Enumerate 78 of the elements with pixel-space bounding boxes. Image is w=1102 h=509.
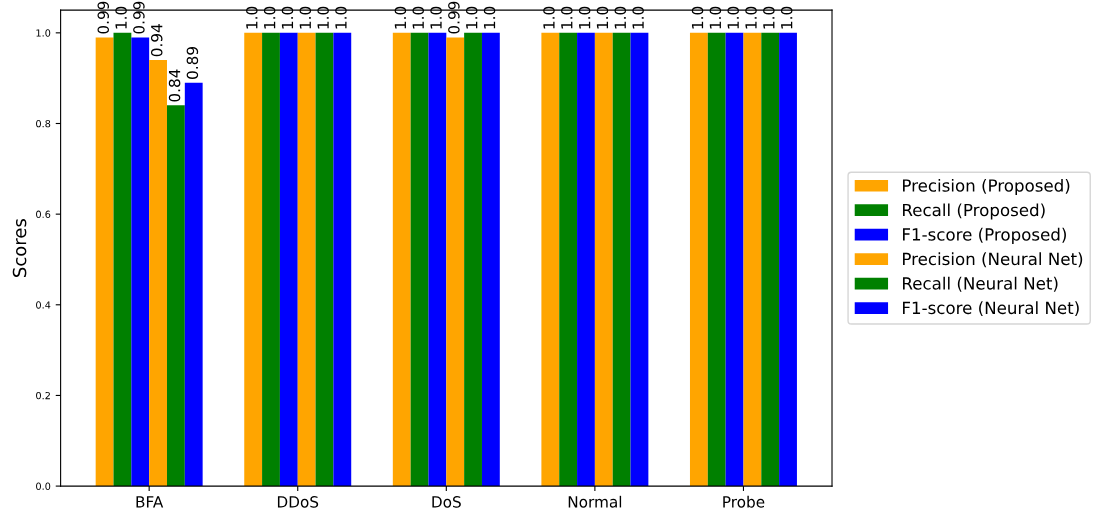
bar [630, 32, 649, 487]
data-label: 1.0 [745, 6, 757, 29]
bar [184, 82, 203, 487]
data-label: 1.0 [561, 6, 573, 29]
data-label: 0.99 [133, 1, 145, 34]
data-label: 1.0 [614, 6, 627, 29]
bar [541, 32, 560, 487]
y-tick-label: 1.0 [36, 29, 51, 37]
data-label: 1.0 [394, 6, 407, 29]
bar [594, 32, 613, 487]
bar [707, 32, 726, 487]
x-tick-label: Probe [723, 495, 765, 508]
legend-label: F1-score (Proposed) [903, 227, 1066, 244]
bar [689, 32, 708, 487]
data-label: 1.0 [483, 6, 496, 29]
data-label: 1.0 [299, 6, 312, 29]
data-label: 1.0 [430, 6, 442, 29]
bar [149, 60, 167, 487]
legend-label: Recall (Neural Net) [903, 276, 1058, 292]
x-tick-label: BFA [136, 496, 164, 508]
bar [464, 32, 482, 487]
bar [446, 37, 465, 487]
bar [131, 37, 150, 487]
data-label: 1.0 [632, 6, 644, 29]
bar [761, 32, 780, 487]
bar [333, 32, 352, 487]
bar [559, 32, 578, 487]
legend-label: Precision (Neural Net) [903, 252, 1083, 268]
x-tick-label: DDoS [277, 496, 319, 508]
data-label: 1.0 [335, 6, 347, 29]
bar [262, 32, 280, 487]
bar [743, 32, 762, 487]
data-label: 0.99 [448, 1, 460, 34]
data-label: 1.0 [412, 6, 424, 29]
data-label: 1.0 [780, 6, 793, 29]
data-label: 0.84 [168, 69, 181, 102]
y-tick-label: 0.0 [36, 482, 51, 490]
y-tick-label: 0.8 [36, 119, 51, 128]
bar [315, 32, 334, 487]
y-tick-label: 0.4 [36, 301, 51, 309]
x-tick-label: DoS [432, 496, 461, 508]
bar [725, 32, 744, 487]
bar [410, 32, 429, 487]
data-label: 0.99 [97, 1, 110, 34]
data-label: 1.0 [246, 6, 258, 29]
x-tick-label: Normal [568, 495, 622, 508]
data-label: 1.0 [543, 6, 555, 29]
legend-label: Recall (Proposed) [903, 203, 1045, 220]
data-label: 1.0 [727, 6, 739, 29]
bar [244, 32, 263, 487]
data-label: 1.0 [465, 6, 478, 29]
bar [392, 32, 411, 487]
data-label: 0.94 [150, 24, 163, 57]
y-tick-label: 0.6 [36, 210, 51, 218]
bar [577, 32, 595, 487]
data-label: 1.0 [115, 6, 127, 29]
legend-label: Precision (Proposed) [903, 178, 1070, 196]
bar [428, 32, 447, 487]
bar [297, 32, 316, 487]
data-label: 1.0 [596, 6, 609, 29]
y-tick-label: 0.2 [36, 391, 50, 400]
bar [279, 32, 298, 487]
bar [481, 32, 500, 487]
bar [166, 105, 185, 487]
data-label: 1.0 [263, 6, 276, 29]
data-label: 1.0 [691, 6, 704, 29]
y-axis-title: Scores [12, 219, 27, 277]
data-label: 1.0 [709, 6, 722, 29]
data-label: 0.89 [186, 46, 199, 79]
legend-label: F1-score (Neural Net) [903, 301, 1079, 317]
bar [113, 32, 132, 487]
data-label: 1.0 [281, 6, 294, 29]
bar [779, 32, 797, 487]
data-label: 1.0 [763, 6, 775, 29]
data-label: 1.0 [317, 6, 329, 29]
bar [612, 32, 631, 487]
bar [95, 37, 114, 487]
data-label: 1.0 [578, 6, 591, 29]
